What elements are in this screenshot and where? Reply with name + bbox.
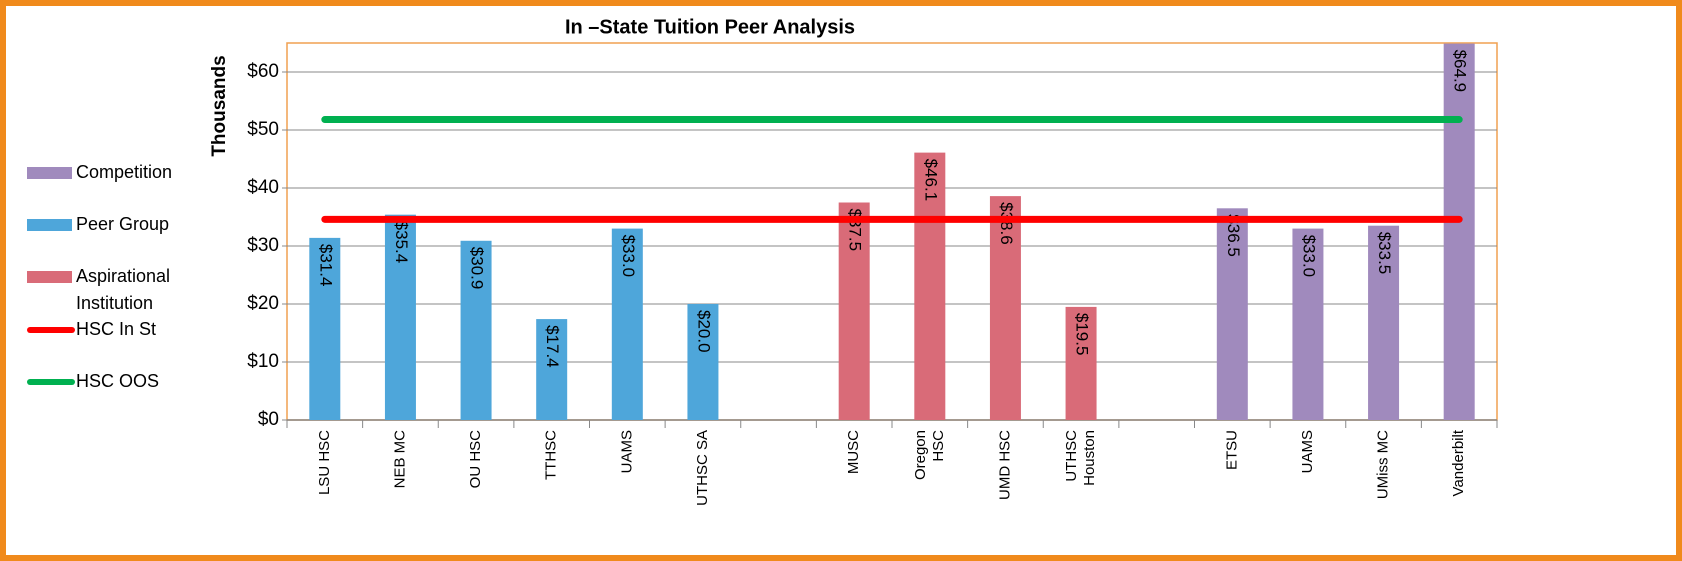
- bar: [1292, 228, 1324, 420]
- bar: [1065, 306, 1097, 420]
- y-tick-label: $10: [247, 351, 279, 372]
- data-label: $17.4: [543, 325, 562, 368]
- legend-swatch: [27, 271, 72, 283]
- y-tick-label: $60: [247, 61, 279, 82]
- bar: [460, 240, 492, 420]
- legend-label: Peer Group: [76, 214, 169, 234]
- data-label: $37.5: [846, 209, 865, 252]
- x-tick-label: UMD HSC: [996, 430, 1013, 500]
- x-tick-label: UAMS: [618, 430, 635, 473]
- chart-title: In –State Tuition Peer Analysis: [565, 16, 855, 38]
- bar: [687, 304, 719, 420]
- bar: [1443, 43, 1475, 421]
- bar: [1368, 225, 1400, 420]
- x-tick-label: TTHSC: [543, 430, 560, 480]
- x-tick-label: UAMS: [1299, 430, 1316, 473]
- y-tick-label: $40: [247, 177, 279, 198]
- data-label: $36.5: [1224, 214, 1243, 257]
- data-label: $20.0: [694, 310, 713, 353]
- bar: [536, 319, 568, 420]
- data-label: $35.4: [392, 221, 411, 264]
- x-tick-label: OregonHSC: [912, 430, 947, 480]
- y-tick-label: $20: [247, 293, 279, 314]
- x-tick-label: NEB MC: [391, 430, 408, 489]
- legend-label: HSC In St: [76, 319, 156, 339]
- bar: [384, 214, 416, 420]
- data-label: $33.0: [619, 235, 638, 278]
- x-tick-label: UTHSCHouston: [1063, 430, 1098, 486]
- data-label: $19.5: [1073, 313, 1092, 356]
- bar: [1216, 208, 1248, 420]
- data-label: $33.5: [1375, 232, 1394, 275]
- legend-label: Competition: [76, 162, 172, 182]
- data-label: $46.1: [921, 159, 940, 202]
- y-tick-label: $30: [247, 235, 279, 256]
- x-tick-label: UTHSC SA: [694, 430, 711, 506]
- data-label: $30.9: [468, 247, 487, 290]
- data-label: $64.9: [1451, 50, 1470, 93]
- y-tick-label: $50: [247, 119, 279, 140]
- legend-label: HSC OOS: [76, 371, 159, 391]
- bar: [914, 152, 946, 420]
- legend-swatch: [27, 167, 72, 179]
- x-tick-label: ETSU: [1223, 430, 1240, 470]
- data-label: $33.0: [1299, 235, 1318, 278]
- y-axis-label: Thousands: [209, 55, 230, 156]
- x-tick-label: LSU HSC: [316, 430, 333, 495]
- data-label: $31.4: [316, 244, 335, 287]
- legend-label: Aspirational Institution: [76, 266, 170, 313]
- bar: [838, 202, 870, 420]
- bar: [989, 196, 1021, 420]
- x-tick-label: OU HSC: [467, 430, 484, 489]
- x-tick-label: Vanderbilt: [1450, 429, 1467, 496]
- x-tick-label: MUSC: [845, 430, 862, 474]
- y-tick-label: $0: [258, 409, 279, 430]
- x-tick-label: UMiss MC: [1375, 430, 1392, 499]
- bar: [611, 228, 643, 420]
- data-label: $38.6: [997, 202, 1016, 245]
- bar: [309, 237, 341, 420]
- legend-swatch: [27, 219, 72, 231]
